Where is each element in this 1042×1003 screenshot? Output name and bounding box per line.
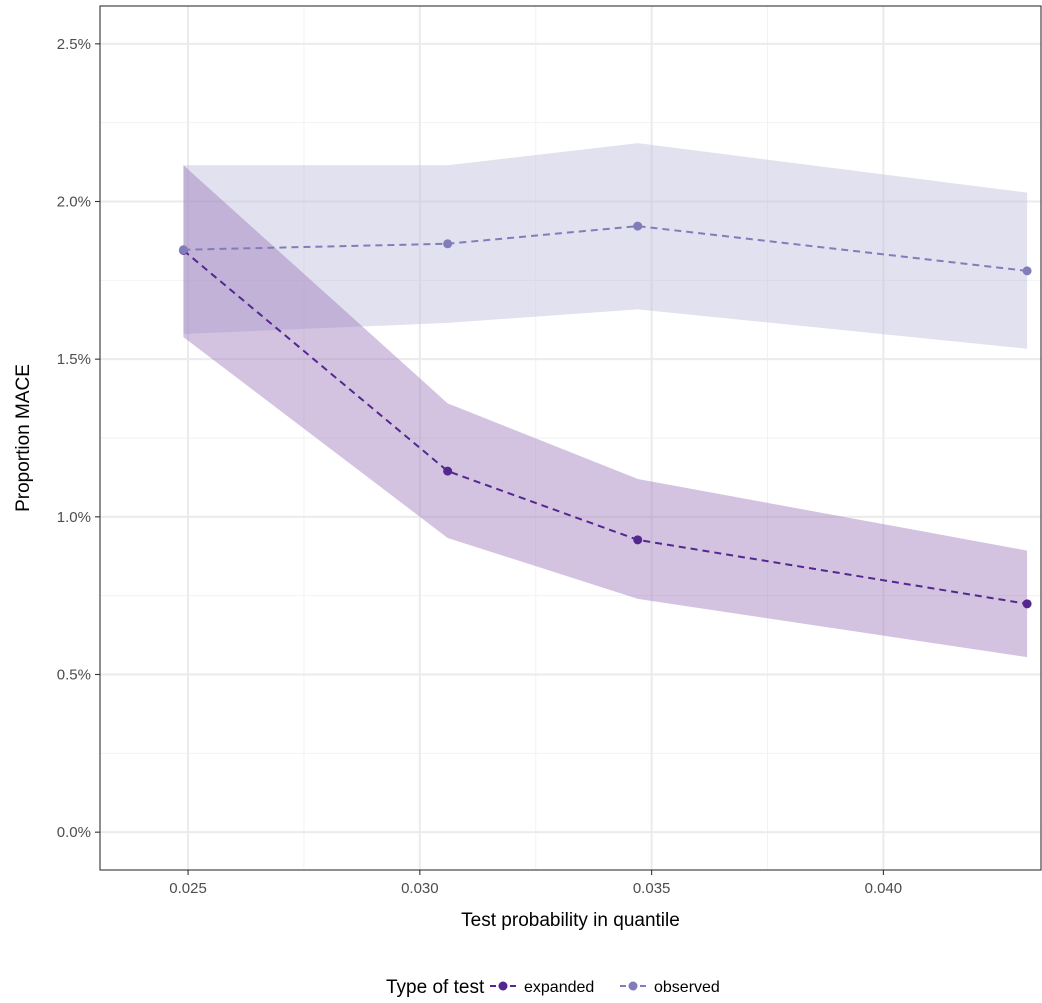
series-line-observed xyxy=(183,225,1028,272)
ribbon-expanded xyxy=(183,165,1028,658)
panel-border xyxy=(99,5,1042,871)
data-point-observed xyxy=(633,221,643,231)
data-point-expanded xyxy=(443,466,453,476)
y-tick-label: 0.5% xyxy=(57,666,91,683)
data-point-observed xyxy=(178,245,188,255)
legend-item-observed: observed xyxy=(620,979,720,996)
legend: Type of test expanded observed xyxy=(386,977,720,998)
legend-label: observed xyxy=(654,979,720,996)
y-tick-label: 1.0% xyxy=(57,509,91,526)
y-tick-label: 1.5% xyxy=(57,351,91,368)
legend-key-point xyxy=(628,981,638,991)
x-axis-title: Test probability in quantile xyxy=(461,910,680,931)
legend-label: expanded xyxy=(524,979,594,996)
y-tick-label: 0.0% xyxy=(57,824,91,841)
y-tick-label: 2.5% xyxy=(57,36,91,53)
x-tick-label: 0.035 xyxy=(633,880,671,897)
legend-title: Type of test xyxy=(386,977,485,998)
series-lines xyxy=(182,225,1028,605)
x-tick-label: 0.040 xyxy=(865,880,903,897)
axes: 0.025 0.030 0.035 0.040 0.0% 0.5% 1.0% 1.5% 2.0%… xyxy=(57,36,902,897)
data-point-observed xyxy=(443,239,453,249)
legend-item-expanded: expanded xyxy=(490,979,594,996)
data-point-expanded xyxy=(1022,599,1032,609)
confidence-ribbons xyxy=(183,143,1028,658)
grid-lines xyxy=(100,6,1041,870)
x-tick-label: 0.030 xyxy=(401,880,439,897)
legend-key-point xyxy=(498,981,508,991)
ribbon-observed xyxy=(183,143,1028,349)
x-tick-label: 0.025 xyxy=(169,880,207,897)
series-points xyxy=(178,221,1032,609)
y-axis-title: Proportion MACE xyxy=(13,364,34,512)
data-point-expanded xyxy=(633,535,643,545)
legend-items: expanded observed xyxy=(490,979,720,996)
y-tick-label: 2.0% xyxy=(57,194,91,211)
data-point-observed xyxy=(1022,266,1032,276)
series-line-expanded xyxy=(182,249,1028,605)
